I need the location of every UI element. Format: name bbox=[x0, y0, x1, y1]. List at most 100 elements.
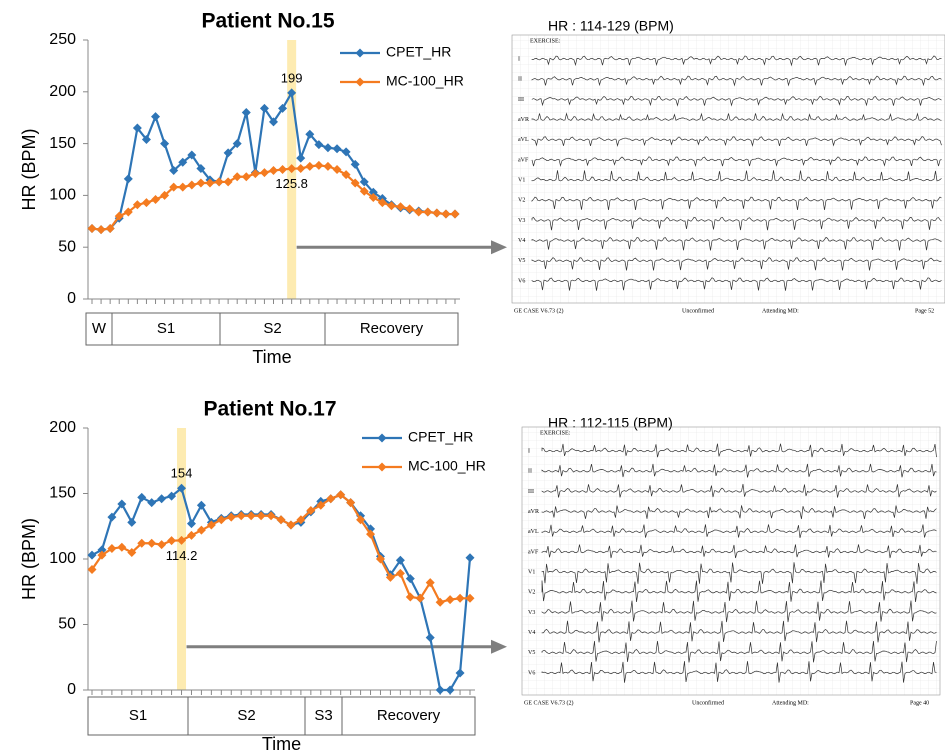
ecg-trace bbox=[541, 640, 937, 663]
data-point bbox=[96, 225, 106, 235]
data-point bbox=[114, 211, 124, 221]
ecg-lead: II bbox=[518, 77, 522, 83]
data-point bbox=[432, 208, 442, 218]
data-point bbox=[107, 544, 117, 554]
ecg-lead: I bbox=[528, 448, 530, 454]
data-point bbox=[236, 511, 246, 521]
ecg-lead: aVL bbox=[528, 529, 539, 535]
data-point bbox=[359, 177, 369, 187]
ecg-lead: aVL bbox=[518, 137, 529, 143]
ecg-lead: III bbox=[528, 489, 534, 495]
ecg-paper bbox=[511, 34, 945, 304]
ecg-trace bbox=[531, 55, 942, 67]
data-point bbox=[305, 129, 315, 139]
data-point bbox=[167, 536, 177, 546]
data-point bbox=[332, 144, 342, 154]
data-point bbox=[196, 163, 206, 173]
data-point bbox=[368, 192, 378, 202]
data-point bbox=[178, 157, 188, 167]
data-point bbox=[269, 117, 278, 127]
phase-label: S2 bbox=[263, 320, 281, 337]
data-point bbox=[169, 182, 179, 192]
data-point bbox=[425, 633, 435, 643]
ecg-trace bbox=[541, 505, 937, 520]
ecg-trace bbox=[541, 620, 937, 643]
data-point bbox=[151, 112, 161, 122]
y-axis-label: HR (BPM) bbox=[19, 518, 39, 600]
data-point bbox=[187, 150, 197, 160]
data-point bbox=[286, 520, 296, 530]
ecg-lead: aVF bbox=[518, 157, 529, 163]
y-tick-label: 250 bbox=[49, 31, 76, 48]
ecg-footer: Attending MD: bbox=[772, 700, 809, 706]
ecg-lead: aVF bbox=[528, 549, 539, 555]
data-point bbox=[132, 200, 142, 210]
data-point bbox=[169, 166, 179, 176]
data-point bbox=[266, 511, 276, 521]
ecg-footer: Unconfirmed bbox=[692, 699, 724, 706]
legend-label: CPET_HR bbox=[408, 429, 473, 445]
ecg-lead: aVR bbox=[528, 509, 539, 515]
data-point bbox=[196, 525, 206, 535]
data-point bbox=[414, 207, 424, 217]
ecg-trace bbox=[531, 277, 942, 291]
data-point bbox=[435, 597, 445, 607]
data-point bbox=[105, 224, 115, 234]
legend-label: MC-100_HR bbox=[408, 458, 486, 474]
data-point bbox=[160, 139, 170, 149]
data-point bbox=[205, 178, 215, 188]
ecg-lead: V3 bbox=[528, 610, 535, 616]
x-axis-label: Time bbox=[262, 734, 301, 754]
data-point bbox=[178, 182, 188, 192]
data-point bbox=[425, 578, 435, 588]
ecg-trace bbox=[531, 156, 942, 168]
data-point bbox=[278, 165, 288, 174]
phase-label: Recovery bbox=[377, 707, 441, 724]
data-point bbox=[441, 209, 451, 219]
data-point bbox=[366, 529, 376, 539]
ecg-lead: V3 bbox=[518, 218, 525, 224]
data-point bbox=[232, 139, 242, 149]
ecg-trace bbox=[531, 196, 942, 211]
data-point bbox=[97, 545, 107, 555]
ecg-header: EXERCISE: bbox=[530, 38, 561, 44]
ecg-lead: V4 bbox=[528, 630, 535, 636]
legend-marker bbox=[377, 462, 387, 472]
ecg-lead: V5 bbox=[528, 650, 535, 656]
ecg-trace bbox=[531, 257, 942, 271]
data-point bbox=[147, 538, 157, 548]
ecg-trace bbox=[531, 236, 942, 251]
data-point bbox=[117, 542, 127, 552]
data-point bbox=[423, 207, 433, 217]
ecg-trace bbox=[541, 443, 937, 458]
data-point bbox=[445, 685, 455, 695]
data-point bbox=[332, 165, 342, 174]
data-point bbox=[196, 500, 206, 510]
ecg-lead: V5 bbox=[518, 258, 525, 264]
ecg-trace bbox=[541, 544, 937, 559]
data-point bbox=[177, 483, 187, 493]
data-point bbox=[405, 204, 415, 214]
ecg-lead: V4 bbox=[518, 238, 525, 244]
data-point bbox=[341, 170, 351, 180]
ecg-trace bbox=[541, 524, 937, 538]
ecg-lead: V6 bbox=[518, 278, 525, 284]
data-point bbox=[269, 166, 278, 176]
y-tick-label: 200 bbox=[49, 83, 76, 100]
data-point bbox=[256, 511, 266, 521]
data-point bbox=[123, 174, 133, 184]
data-point bbox=[375, 554, 385, 564]
ecg-footer: GE CASE V6.73 (2) bbox=[514, 307, 564, 314]
value-label: 199 bbox=[281, 70, 303, 85]
data-point bbox=[241, 172, 251, 182]
data-point bbox=[314, 140, 324, 150]
data-point bbox=[151, 195, 161, 205]
data-point bbox=[216, 515, 226, 525]
data-point bbox=[465, 553, 475, 563]
data-point bbox=[296, 163, 306, 173]
data-point bbox=[287, 164, 297, 174]
data-point bbox=[296, 153, 306, 163]
data-point bbox=[278, 103, 288, 113]
y-tick-label: 50 bbox=[58, 238, 76, 255]
phase-label: S2 bbox=[237, 707, 255, 724]
